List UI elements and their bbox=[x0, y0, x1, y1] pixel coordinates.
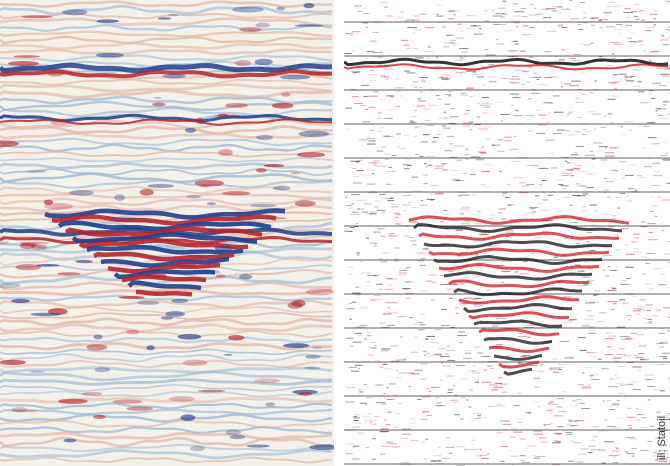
seismic-section-right: ill: Statoil bbox=[344, 0, 670, 466]
image-credit: ill: Statoil bbox=[656, 415, 668, 460]
seismic-section-left bbox=[0, 0, 334, 466]
seismic-image-right bbox=[344, 0, 670, 466]
seismic-image-left bbox=[0, 0, 334, 466]
